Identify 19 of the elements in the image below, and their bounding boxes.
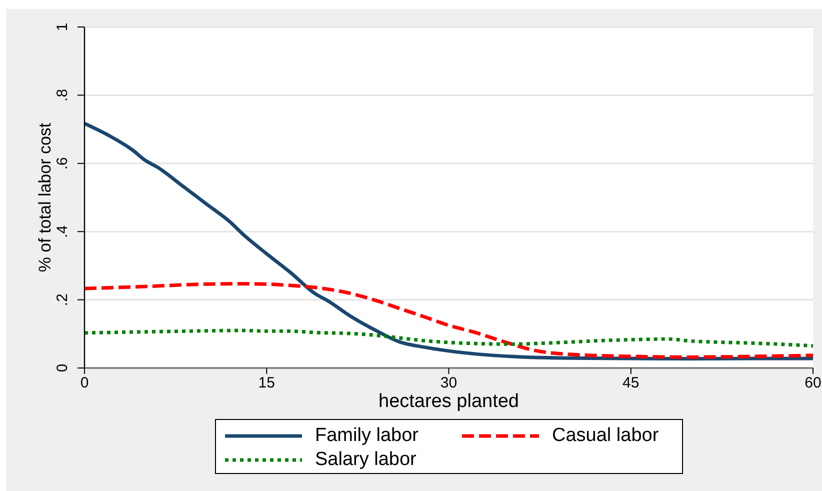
x-tick-label: 45 [622, 374, 640, 392]
legend-label: Salary labor [315, 449, 416, 471]
line-series [84, 282, 813, 359]
legend-label: Family labor [315, 425, 418, 447]
y-tick-label: 0 [54, 364, 71, 372]
y-tick-label: .2 [54, 294, 71, 306]
y-tick-label: .6 [54, 157, 71, 170]
x-tick-label: 60 [804, 374, 822, 392]
y-axis-title: % of total labor cost [36, 122, 54, 272]
y-tick-label: .8 [54, 88, 71, 102]
line-series [84, 328, 813, 348]
y-tick-label: .4 [54, 225, 71, 238]
x-tick-label: 30 [440, 374, 458, 392]
x-axis-title: hectares planted [378, 391, 519, 412]
legend-label: Casual labor [552, 425, 659, 447]
y-tick-label: 1 [54, 22, 71, 32]
line-series [84, 122, 813, 361]
x-tick-label: 0 [80, 374, 89, 392]
x-tick-label: 15 [258, 374, 275, 392]
